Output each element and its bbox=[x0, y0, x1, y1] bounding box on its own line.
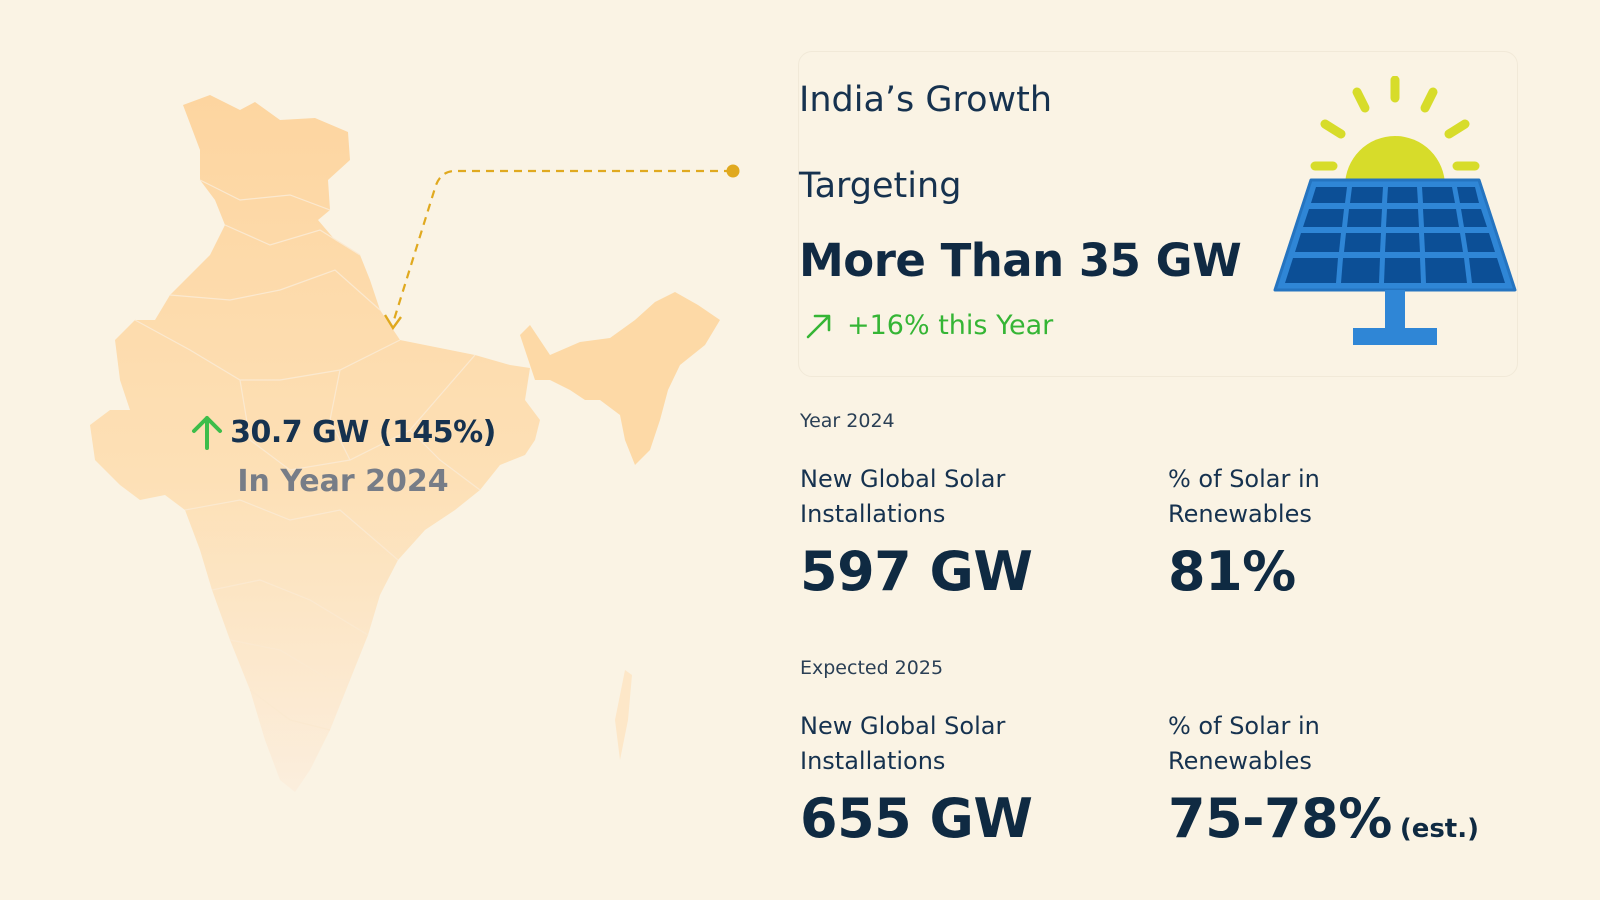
growth-target-label: Targeting bbox=[799, 166, 962, 206]
stat-value-solar-share-2024: 81% bbox=[1168, 540, 1296, 603]
map-stat: 30.7 GW (145%) In Year 2024 bbox=[183, 414, 503, 499]
section-expected-2025: Expected 2025 bbox=[800, 657, 944, 679]
stat-value-solar-share-2025: 75-78% (est.) bbox=[1168, 787, 1479, 850]
stat-value-global-installations-2024: 597 GW bbox=[800, 540, 1033, 603]
growth-title: India’s Growth bbox=[799, 80, 1053, 120]
panel-base bbox=[1353, 328, 1437, 345]
growth-change-text: +16% this Year bbox=[847, 310, 1054, 341]
map-stat-subtitle: In Year 2024 bbox=[237, 464, 449, 499]
andaman-islands bbox=[615, 670, 632, 760]
map-stat-value: 30.7 GW (145%) bbox=[230, 414, 496, 450]
stat-label-solar-share-2024: % of Solar in Renewables bbox=[1168, 465, 1320, 528]
solar-panel-icon bbox=[1273, 76, 1517, 345]
india-map-shape bbox=[90, 95, 740, 792]
india-map bbox=[80, 80, 760, 840]
stat-label-global-installations-2024: New Global Solar Installations bbox=[800, 465, 1006, 528]
stat-value-global-installations-2025: 655 GW bbox=[800, 787, 1033, 850]
india-mainland bbox=[90, 95, 540, 792]
panel-cells bbox=[1285, 187, 1505, 283]
growth-target-value: More Than 35 GW bbox=[799, 234, 1242, 287]
panel-stand bbox=[1385, 290, 1405, 330]
growth-card: India’s Growth Targeting More Than 35 GW… bbox=[798, 51, 1518, 377]
sun bbox=[1345, 136, 1445, 186]
sun-rays bbox=[1310, 76, 1480, 171]
stat-label-global-installations-2025: New Global Solar Installations bbox=[800, 712, 1006, 775]
estimate-note: (est.) bbox=[1399, 814, 1479, 844]
connector-dot bbox=[726, 164, 740, 178]
stat-label-solar-share-2025: % of Solar in Renewables bbox=[1168, 712, 1320, 775]
connector-arrowhead bbox=[383, 314, 402, 331]
state-borders bbox=[134, 179, 481, 731]
up-arrow-icon bbox=[192, 416, 223, 450]
trend-up-icon bbox=[806, 314, 831, 338]
india-northeast bbox=[520, 292, 720, 465]
growth-change: +16% this Year bbox=[805, 310, 1053, 341]
section-year-2024: Year 2024 bbox=[800, 410, 895, 432]
